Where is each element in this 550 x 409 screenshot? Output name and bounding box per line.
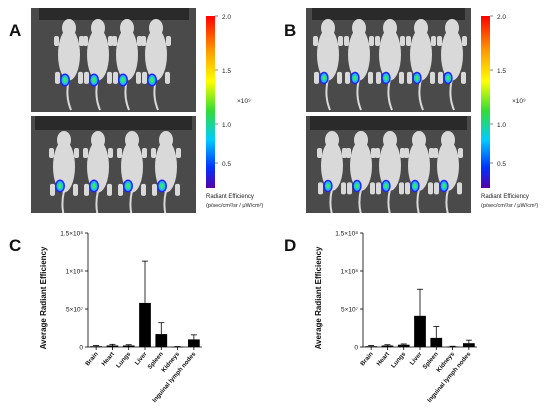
colorbar-tick-label: 2.0 (497, 14, 506, 21)
photo-clamp (35, 116, 192, 130)
y-tick-label: 5×10⁷ (66, 307, 84, 314)
colorbar-tick-label: 2.0 (222, 14, 231, 21)
colorbar-tick-label: 0.5 (222, 161, 231, 168)
colorbar-title: Radiant Efficiency (206, 194, 254, 200)
photo-clamp (310, 116, 467, 130)
x-tick-label: Liver (134, 350, 149, 366)
bar (414, 315, 426, 347)
y-tick-label: 0 (79, 345, 83, 352)
y-tick-label: 1×10⁸ (66, 269, 84, 276)
mouse-silhouette (151, 131, 181, 213)
imaging-photo-top-a (31, 8, 196, 112)
panel-label-c: C (9, 236, 22, 255)
photo-background (31, 8, 196, 112)
mouse-silhouette (437, 19, 467, 111)
mouse-silhouette (83, 19, 113, 111)
fluorescence-signal (410, 179, 420, 193)
bar (90, 346, 103, 347)
mouse-silhouette (313, 19, 343, 111)
mouse-silhouette (141, 19, 171, 111)
colorbar-tick-label: 1.0 (222, 122, 231, 129)
imaging-panel-a: 2.0 1.5 1.0 0.5 ×10⁹ Radiant Efficiency (p/sec… (31, 8, 263, 213)
bar-chart-d: Average Radiant Efficiency 0 5×10⁷ 1×10⁸ 1.5… (314, 231, 477, 404)
colorbar-gradient (206, 16, 215, 188)
colorbar-units: (p/sec/cm²/sr / μW/cm²) (481, 203, 538, 209)
colorbar-tick-label: 1.5 (497, 68, 506, 75)
colorbar-tick-label: 1.5 (222, 68, 231, 75)
fluorescence-signal (89, 179, 99, 193)
fluorescence-signal (439, 179, 449, 193)
y-axis-label: Average Radiant Efficiency (314, 246, 323, 349)
fluorescence-signal (123, 179, 133, 193)
bar (187, 339, 200, 347)
y-axis-label: Average Radiant Efficiency (39, 246, 48, 349)
colorbar-units: (p/sec/cm²/sr / μW/cm²) (206, 203, 263, 209)
fluorescence-signal (319, 71, 329, 85)
colorbar-exponent: ×10⁹ (237, 98, 251, 105)
bar (139, 302, 151, 347)
mouse-silhouette (375, 131, 405, 213)
mouse-silhouette (346, 131, 376, 213)
fluorescence-signal (352, 179, 362, 193)
fluorescence-signal (89, 73, 99, 87)
fluorescence-signal (443, 71, 453, 85)
fluorescence-signal (147, 73, 157, 87)
panel-label-d: D (284, 236, 297, 255)
panel-label-b: B (284, 21, 297, 40)
imaging-panel-b: 2.0 1.5 1.0 0.5 ×10⁹ Radiant Efficiency (p/sec… (306, 8, 538, 213)
mouse-silhouette (406, 19, 436, 111)
fluorescence-signal (350, 71, 360, 85)
bar (122, 345, 135, 347)
colorbar-a: 2.0 1.5 1.0 0.5 ×10⁹ Radiant Efficiency (p/sec… (206, 14, 263, 209)
fluorescence-signal (412, 71, 422, 85)
y-tick-label: 5×10⁷ (341, 307, 359, 314)
colorbar-tick-label: 1.0 (497, 122, 506, 129)
bar (397, 344, 410, 347)
fluorescence-signal (60, 73, 70, 87)
y-tick-label: 1.5×10⁸ (60, 231, 83, 238)
colorbar-title: Radiant Efficiency (481, 194, 529, 200)
fluorescence-signal (381, 179, 391, 193)
bar (365, 346, 378, 347)
mouse-silhouette (404, 131, 434, 213)
fluorescence-signal (381, 71, 391, 85)
fluorescence-signal (323, 179, 333, 193)
colorbar-gradient (481, 16, 490, 188)
x-tick-label: Heart (100, 351, 116, 368)
bar (381, 345, 394, 347)
x-tick-label: Heart (375, 351, 391, 368)
x-tick-label: Brain (359, 351, 375, 368)
fluorescence-signal (118, 73, 128, 87)
bar-chart-c: Average Radiant Efficiency 0 5×10⁷ 1×10⁸ 1.5… (39, 231, 202, 404)
x-tick-label: Brain (84, 351, 100, 368)
bar (106, 345, 119, 347)
mouse-silhouette (49, 131, 79, 213)
mouse-silhouette (375, 19, 405, 111)
bar (430, 337, 443, 347)
photo-clamp (39, 8, 189, 20)
bar (446, 346, 459, 348)
bar (462, 343, 475, 347)
x-tick-label: Lungs (390, 350, 408, 369)
mouse-silhouette (117, 131, 147, 213)
mouse-silhouette (83, 131, 113, 213)
x-tick-label: Lungs (115, 350, 133, 369)
colorbar-tick-label: 0.5 (497, 161, 506, 168)
mouse-silhouette (54, 19, 84, 111)
y-tick-label: 0 (354, 345, 358, 352)
fluorescence-signal (157, 179, 167, 193)
mouse-silhouette (112, 19, 142, 111)
mouse-silhouette (317, 131, 347, 213)
y-tick-label: 1.5×10⁸ (335, 231, 358, 238)
colorbar-exponent: ×10⁹ (512, 98, 526, 105)
photo-clamp (312, 8, 465, 20)
panel-label-a: A (9, 21, 22, 40)
fluorescence-signal (55, 179, 65, 193)
colorbar-b: 2.0 1.5 1.0 0.5 ×10⁹ Radiant Efficiency (p/sec… (481, 14, 538, 209)
mouse-silhouette (433, 131, 463, 213)
bar (155, 334, 168, 347)
mouse-silhouette (344, 19, 374, 111)
y-tick-label: 1×10⁸ (341, 269, 359, 276)
x-tick-label: Liver (409, 350, 424, 366)
